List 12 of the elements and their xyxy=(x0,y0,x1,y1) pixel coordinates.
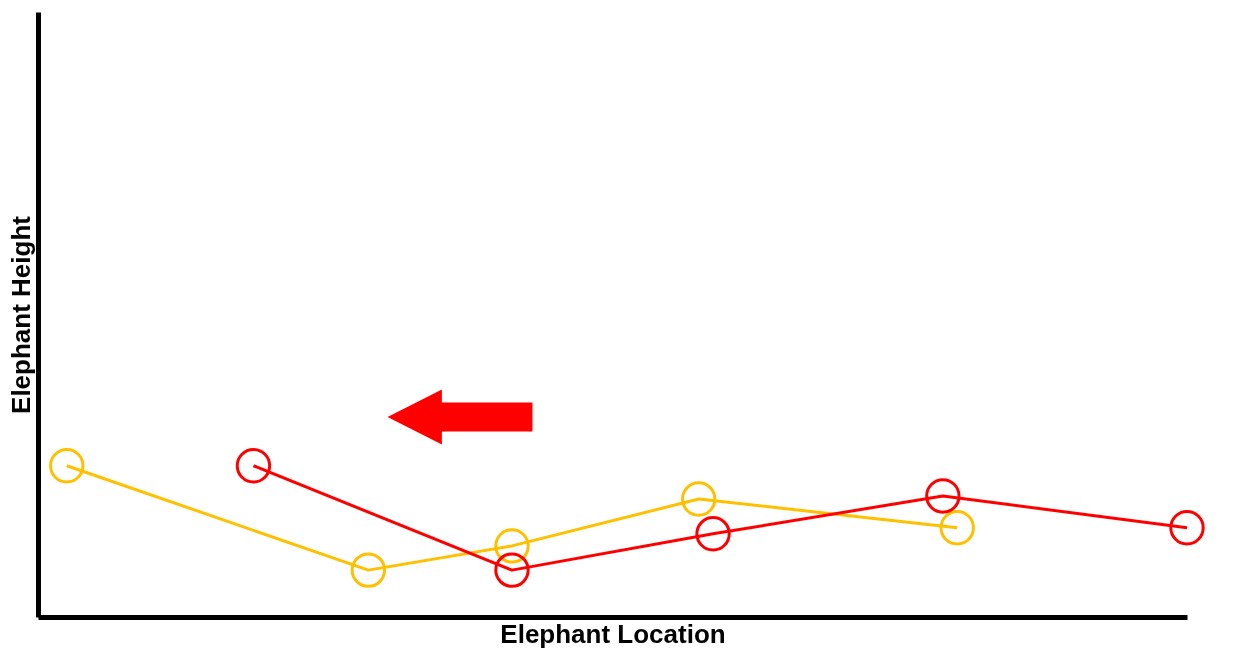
point xyxy=(494,528,530,564)
point xyxy=(680,481,717,517)
point xyxy=(1169,510,1205,546)
point xyxy=(350,552,387,588)
point xyxy=(925,478,961,514)
y-axis-title: Elephant Height xyxy=(5,215,36,414)
point xyxy=(235,448,272,484)
point xyxy=(939,510,975,546)
point xyxy=(494,552,530,588)
x-axis-title: Elephant Location xyxy=(500,618,726,649)
point xyxy=(49,448,85,484)
point xyxy=(695,516,731,552)
